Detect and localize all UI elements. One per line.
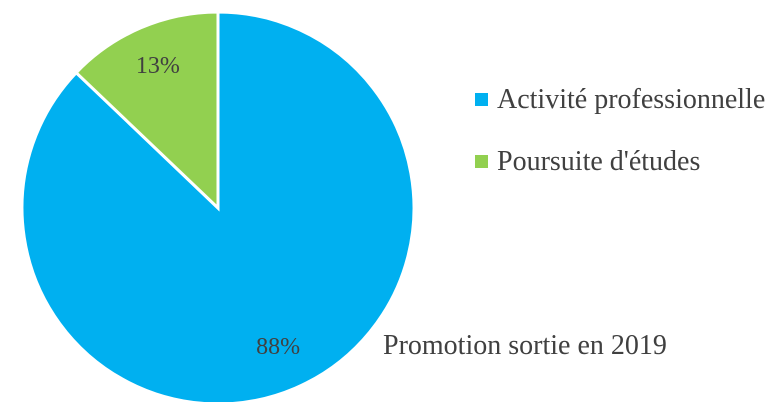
caption: Promotion sortie en 2019 [383, 330, 667, 361]
pie-slice [20, 10, 416, 402]
legend-label: Poursuite d'études [497, 146, 701, 177]
data-label: 13% [136, 53, 180, 79]
legend-swatch [475, 155, 488, 168]
pie-slice [74, 10, 220, 212]
legend-swatch [475, 93, 488, 106]
legend: Activité professionnelle Poursuite d'étud… [475, 80, 767, 204]
legend-item: Poursuite d'études [475, 142, 767, 182]
legend-label: Activité professionnelle [497, 84, 766, 115]
legend-item: Activité professionnelle [475, 80, 767, 120]
data-label: 88% [256, 334, 300, 360]
